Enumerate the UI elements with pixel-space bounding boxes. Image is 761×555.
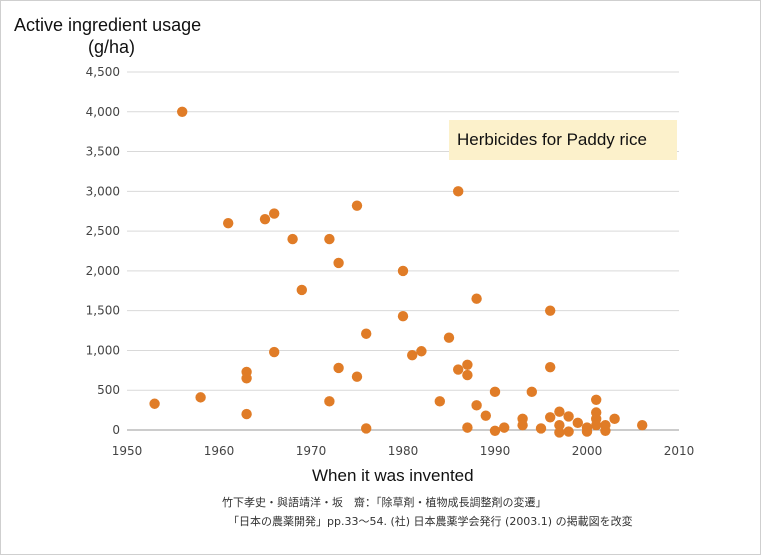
- data-point: [554, 406, 565, 417]
- data-point: [563, 426, 574, 437]
- y-tick-label: 0: [112, 423, 120, 437]
- data-point: [351, 371, 363, 382]
- legend-box: Herbicides for Paddy rice: [449, 120, 677, 160]
- data-point: [517, 420, 528, 431]
- x-tick-label: 1990: [480, 444, 511, 458]
- data-point: [535, 423, 547, 434]
- data-points: [149, 106, 648, 438]
- data-point: [241, 373, 252, 384]
- data-point: [591, 420, 602, 431]
- data-point: [333, 257, 344, 269]
- data-point: [489, 386, 501, 398]
- data-point: [177, 106, 188, 117]
- data-point: [434, 396, 445, 407]
- data-point: [480, 410, 491, 421]
- data-point: [223, 217, 234, 229]
- y-axis-label-line-2: (g/ha): [88, 37, 136, 57]
- data-point: [453, 364, 464, 375]
- x-tick-label: 2010: [664, 444, 695, 458]
- y-tick-label: 3,500: [86, 145, 120, 159]
- data-point: [361, 328, 372, 339]
- data-point: [581, 426, 593, 437]
- data-point: [443, 332, 455, 343]
- data-point: [545, 361, 556, 373]
- data-point: [269, 208, 280, 219]
- source-citation-line-2: 「日本の農薬開発」pp.33～54. (社) 日本農薬学会発行 (2003.1)…: [228, 515, 633, 528]
- y-tick-labels: 0 500 1,000 1,500 2,000 2,500 3,000 3,500 4,000 4…: [86, 65, 120, 437]
- y-tick-label: 500: [97, 383, 120, 397]
- data-point: [416, 346, 427, 357]
- data-point: [554, 427, 565, 438]
- x-axis-label: When it was invented: [312, 466, 474, 485]
- y-tick-label: 1,500: [86, 304, 120, 318]
- x-tick-labels: 1950 1960 1970 1980 1990 2000 2010: [112, 444, 695, 458]
- y-axis-label-line-1: Active ingredient usage: [14, 15, 202, 35]
- data-point: [407, 350, 418, 361]
- data-point: [361, 423, 372, 434]
- data-point: [637, 420, 648, 431]
- y-tick-label: 4,000: [86, 105, 120, 119]
- data-point: [471, 400, 482, 411]
- data-point: [572, 417, 583, 429]
- data-point: [259, 213, 271, 225]
- y-tick-label: 1,000: [86, 343, 120, 357]
- data-point: [333, 362, 344, 374]
- data-point: [462, 422, 473, 433]
- y-tick-label: 2,000: [86, 264, 120, 278]
- y-tick-label: 3,000: [86, 184, 120, 198]
- y-tick-label: 4,500: [86, 65, 120, 79]
- data-point: [324, 396, 335, 407]
- data-point: [545, 305, 556, 316]
- data-point: [269, 346, 280, 358]
- data-point: [526, 386, 537, 398]
- x-tick-label: 1970: [296, 444, 327, 458]
- data-point: [563, 411, 574, 422]
- data-point: [453, 186, 464, 197]
- data-point: [195, 392, 206, 403]
- data-point: [324, 233, 335, 245]
- x-tick-label: 2000: [572, 444, 603, 458]
- data-point: [499, 422, 510, 433]
- x-tick-label: 1960: [204, 444, 235, 458]
- data-point: [296, 284, 307, 296]
- data-point: [287, 233, 298, 245]
- x-tick-label: 1950: [112, 444, 143, 458]
- x-tick-label: 1980: [388, 444, 419, 458]
- data-point: [489, 425, 501, 436]
- data-point: [149, 398, 160, 409]
- data-point: [600, 420, 611, 431]
- data-point: [241, 408, 252, 420]
- data-point: [462, 359, 473, 370]
- data-point: [471, 293, 482, 304]
- source-citation-line-1: 竹下孝史・與語靖洋・坂 齋：「除草剤・植物成長調整剤の変遷」: [222, 496, 547, 509]
- data-point: [397, 311, 409, 322]
- data-point: [554, 420, 565, 431]
- data-point: [462, 369, 473, 381]
- data-point: [397, 265, 409, 277]
- data-point: [609, 413, 620, 425]
- data-point: [591, 394, 602, 405]
- y-axis-label: Active ingredient usage (g/ha): [14, 14, 214, 58]
- y-tick-label: 2,500: [86, 224, 120, 238]
- data-point: [545, 412, 556, 423]
- data-point: [351, 200, 363, 211]
